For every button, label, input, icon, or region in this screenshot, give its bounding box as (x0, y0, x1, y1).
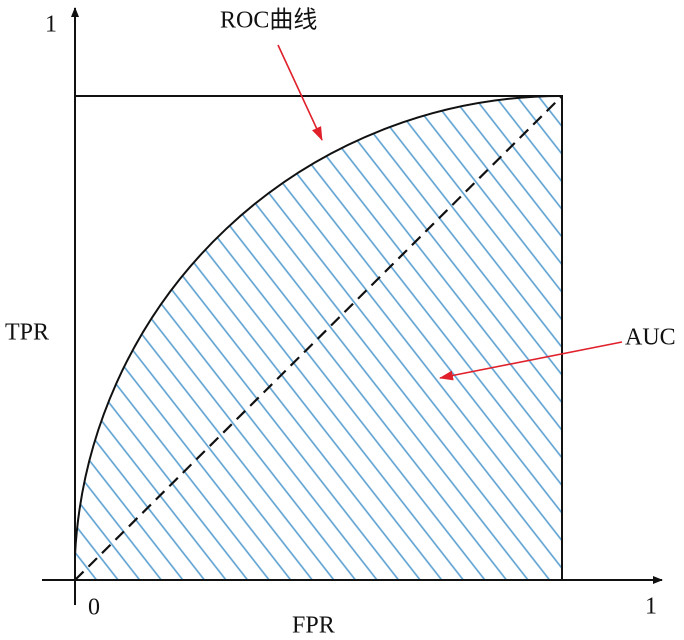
y-axis-title: TPR (5, 320, 49, 346)
curve-annotation: ROC曲线 (220, 7, 317, 34)
curve-arrow (277, 44, 323, 141)
x-axis-title: FPR (292, 613, 335, 639)
y-max-label: 1 (45, 12, 57, 38)
auc-arrow (439, 341, 623, 381)
x-max-label: 1 (645, 594, 657, 620)
roc-curve (74, 94, 563, 556)
origin-label: 0 (88, 595, 100, 621)
random-diagonal (74, 95, 563, 581)
auc-annotation: AUC (625, 325, 676, 351)
